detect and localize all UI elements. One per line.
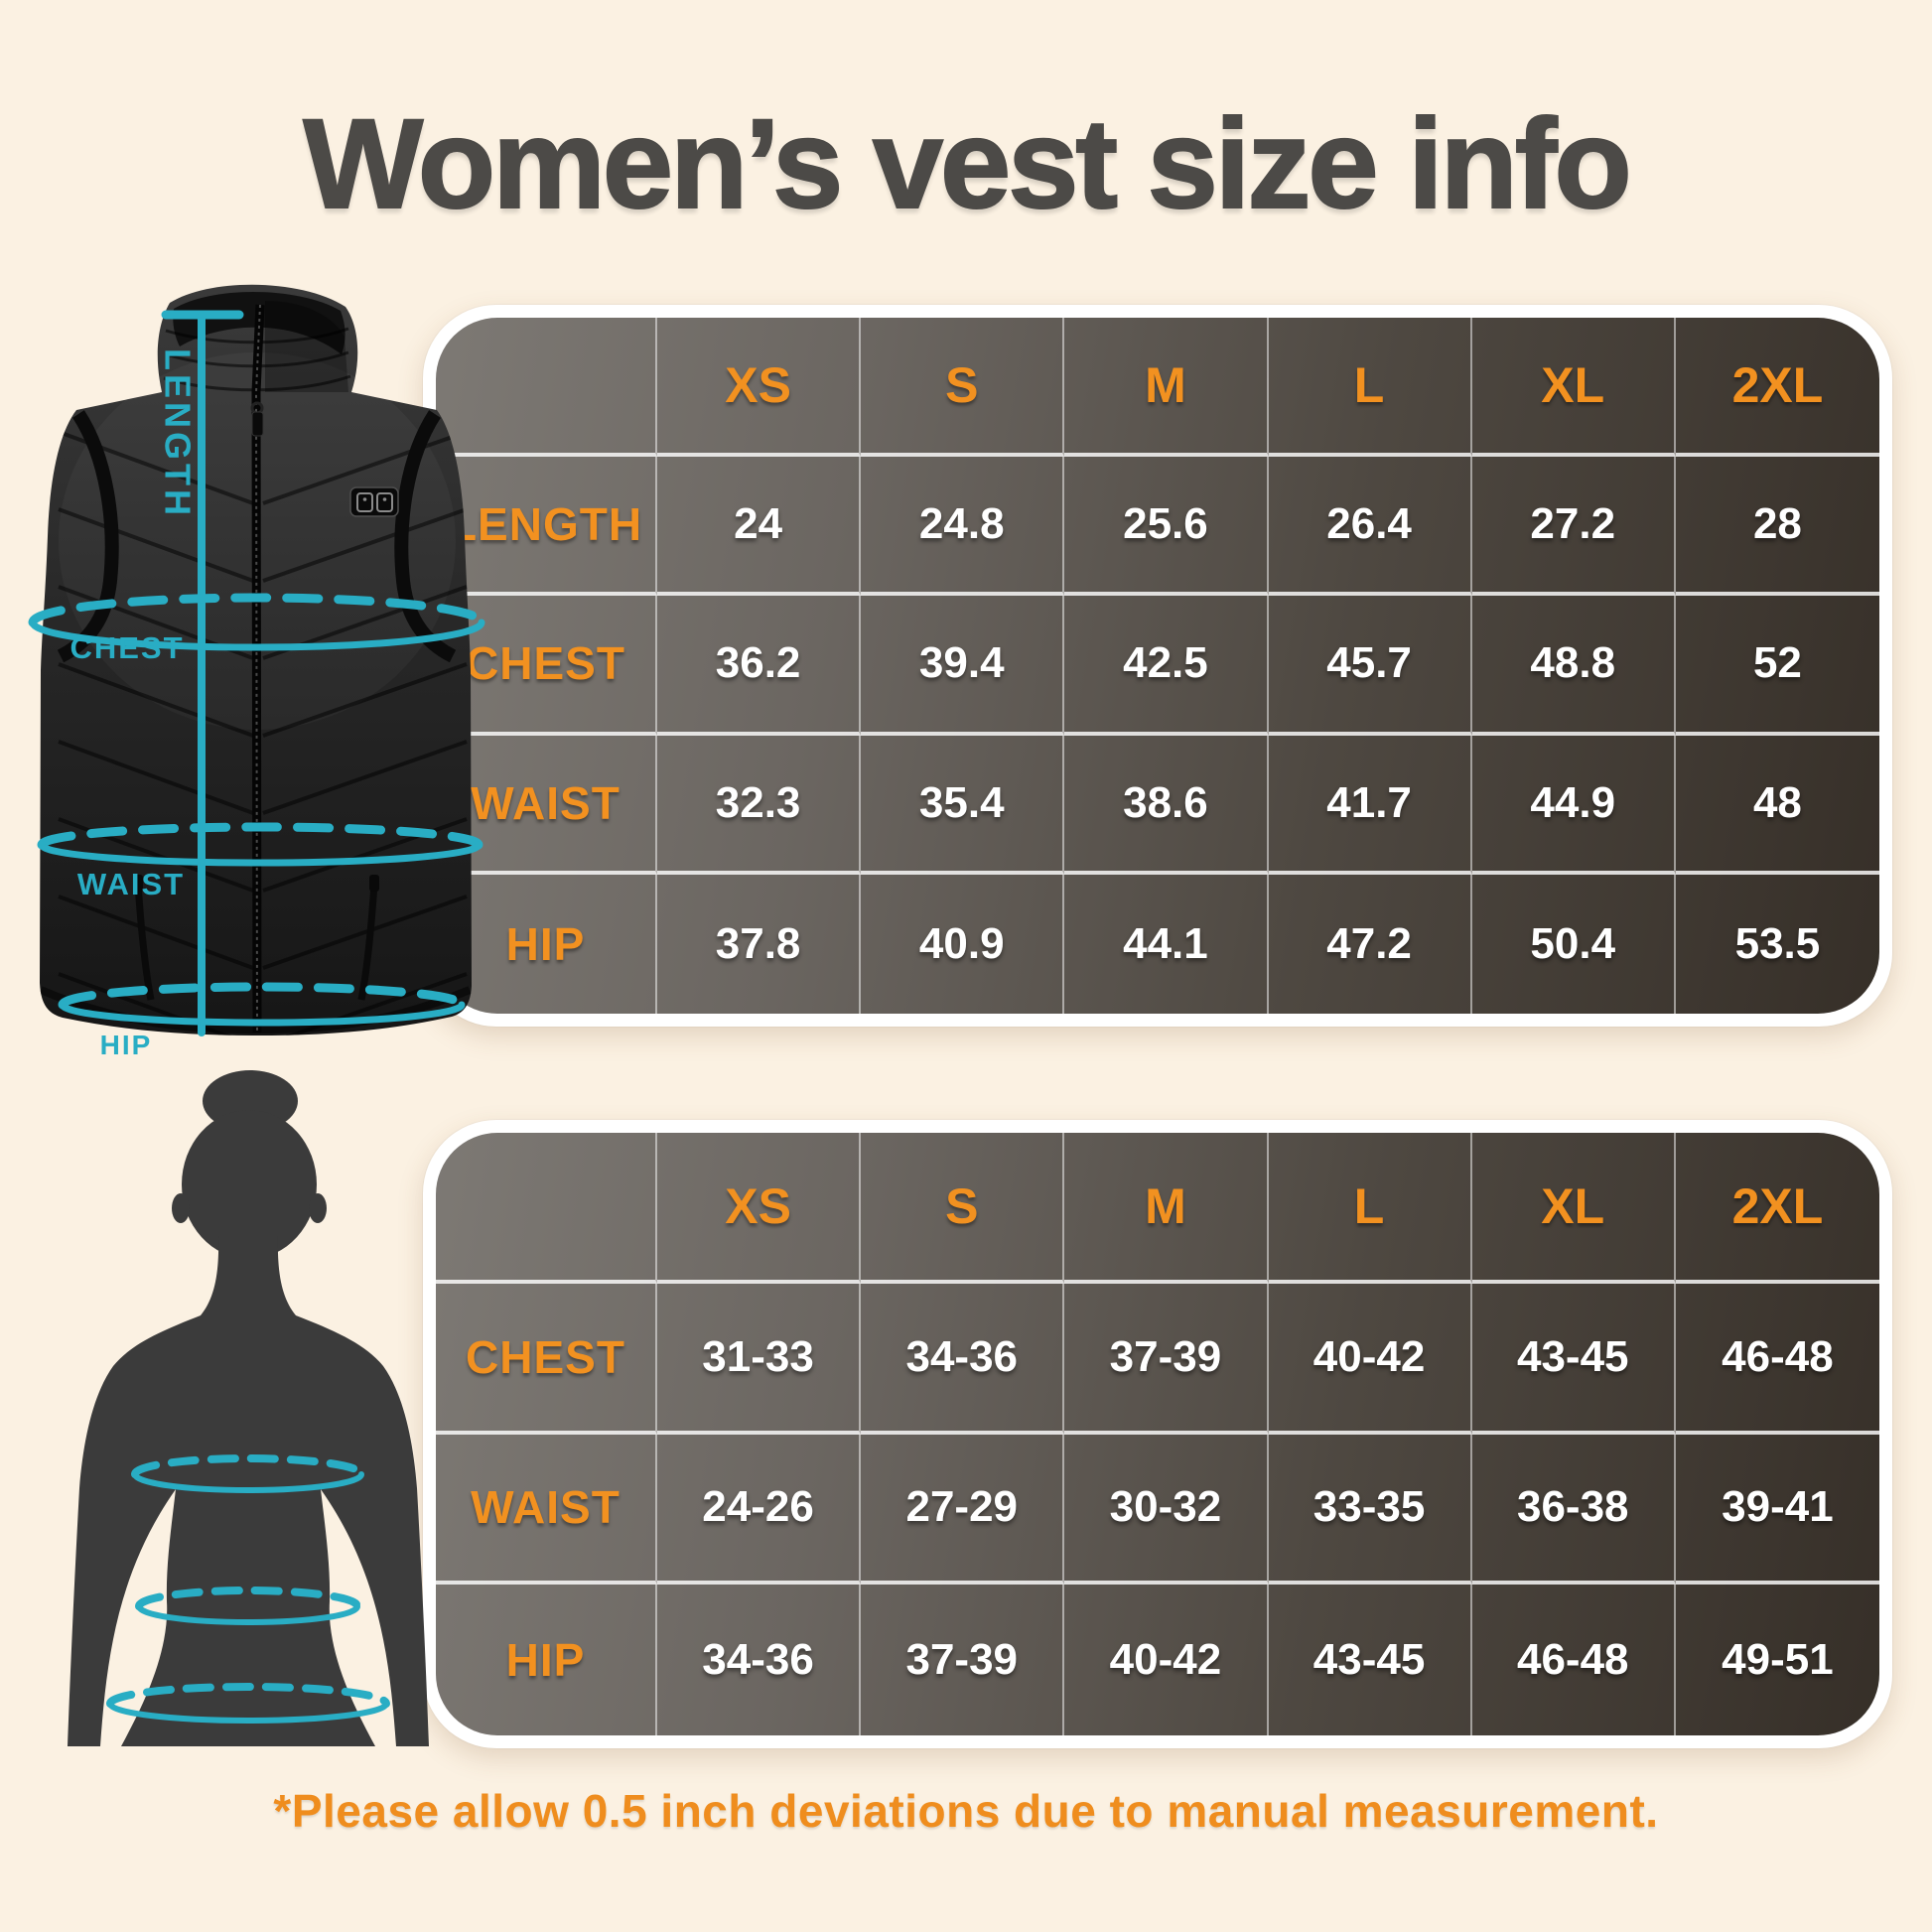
value-cell: 36-38 — [1471, 1434, 1676, 1586]
vest-hip-label: HIP — [100, 1030, 153, 1060]
value-cell: 46-48 — [1675, 1284, 1879, 1435]
value-cell: 39-41 — [1675, 1435, 1879, 1586]
row-label-cell: HIP — [436, 874, 657, 1014]
value-cell: 27.2 — [1471, 457, 1676, 597]
value-cell: 37-39 — [861, 1585, 1065, 1735]
row-label-cell: LENGTH — [436, 457, 657, 597]
value-cell: 44.1 — [1064, 874, 1269, 1014]
vest-length-label: LENGTH — [158, 348, 199, 519]
body-size-table: XS S M L XL 2XL CHEST 31-33 34-36 37-39 40-42 43-45… — [436, 1133, 1879, 1735]
vest-chest-label: CHEST — [69, 630, 184, 665]
value-cell: 40.9 — [861, 874, 1065, 1014]
value-cell: 52 — [1675, 596, 1879, 736]
vest-measurement-diagram: LENGTH CHEST WAIST HIP — [28, 284, 486, 1060]
value-cell: 24.8 — [861, 457, 1065, 597]
value-cell: 43-45 — [1269, 1585, 1472, 1735]
row-label-cell: CHEST — [436, 596, 657, 736]
value-cell: 39.4 — [861, 596, 1065, 736]
page-title: Women’s vest size info — [302, 92, 1632, 236]
size-header-cell: M — [1064, 1133, 1269, 1284]
value-cell: 36.2 — [657, 596, 862, 736]
value-cell: 24 — [657, 457, 862, 597]
row-label-cell: WAIST — [436, 1434, 657, 1586]
vest-measure-lines — [28, 310, 486, 1036]
value-cell: 46-48 — [1472, 1585, 1676, 1735]
garment-size-table-panel: XS S M L XL 2XL LENGTH 24 24.8 25.6 26.4 27.2 28 CHES… — [423, 305, 1892, 1027]
vest-control-patch — [349, 486, 399, 517]
size-header-cell: S — [861, 318, 1065, 458]
value-cell: 40-42 — [1268, 1283, 1472, 1435]
size-header-cell: XL — [1471, 318, 1676, 458]
silhouette-shape — [68, 1070, 429, 1746]
vest-zipper-pull — [251, 411, 264, 437]
size-header-cell: 2XL — [1675, 1133, 1879, 1284]
size-header-cell: 2XL — [1675, 318, 1879, 458]
size-header-cell: XS — [657, 318, 862, 458]
size-header-cell: XL — [1471, 1133, 1676, 1284]
value-cell: 44.9 — [1471, 735, 1676, 875]
size-header-cell: M — [1064, 318, 1269, 458]
vest-zipper-teeth — [254, 304, 261, 1034]
size-header-cell: XS — [657, 1133, 862, 1284]
row-label-cell: HIP — [436, 1585, 657, 1735]
value-cell: 37-39 — [1064, 1283, 1269, 1435]
value-cell: 43-45 — [1471, 1283, 1676, 1435]
value-cell: 42.5 — [1064, 596, 1269, 736]
row-label-cell: CHEST — [436, 1283, 657, 1435]
value-cell: 48.8 — [1471, 596, 1676, 736]
value-cell: 34-36 — [861, 1283, 1065, 1435]
value-cell: 41.7 — [1268, 735, 1472, 875]
value-cell: 50.4 — [1472, 874, 1676, 1014]
table-corner-cell — [436, 318, 657, 458]
value-cell: 31-33 — [657, 1283, 862, 1435]
size-header-cell: L — [1268, 1133, 1472, 1284]
body-size-table-panel: XS S M L XL 2XL CHEST 31-33 34-36 37-39 40-42 43-45… — [423, 1120, 1892, 1748]
garment-size-table: XS S M L XL 2XL LENGTH 24 24.8 25.6 26.4 27.2 28 CHES… — [436, 318, 1879, 1014]
value-cell: 38.6 — [1064, 735, 1269, 875]
value-cell: 27-29 — [861, 1434, 1065, 1586]
value-cell: 49-51 — [1722, 1635, 1834, 1685]
body-silhouette-diagram — [68, 1070, 429, 1746]
vest-waist-label: WAIST — [77, 867, 185, 901]
value-cell: 45.7 — [1268, 596, 1472, 736]
value-cell: 48 — [1675, 736, 1879, 875]
value-cell: 34-36 — [657, 1585, 862, 1735]
value-cell: 28 — [1675, 457, 1879, 597]
value-cell: 30-32 — [1064, 1434, 1269, 1586]
value-cell: 53.5 — [1734, 918, 1821, 968]
value-cell: 47.2 — [1269, 874, 1472, 1014]
row-label-cell: WAIST — [436, 735, 657, 875]
value-cell: 25.6 — [1064, 457, 1269, 597]
value-cell: 33-35 — [1268, 1434, 1472, 1586]
measurement-footnote: *Please allow 0.5 inch deviations due to… — [273, 1785, 1659, 1837]
value-cell: 24-26 — [657, 1434, 862, 1586]
value-cell: 40-42 — [1064, 1585, 1269, 1735]
size-header-cell: L — [1268, 318, 1472, 458]
size-header-cell: S — [861, 1133, 1065, 1284]
table-corner-cell — [436, 1133, 657, 1284]
silhouette-measure-lines — [106, 1454, 390, 1724]
value-cell: 35.4 — [861, 735, 1065, 875]
value-cell: 37.8 — [657, 874, 862, 1014]
value-cell: 26.4 — [1268, 457, 1472, 597]
value-cell: 32.3 — [657, 735, 862, 875]
